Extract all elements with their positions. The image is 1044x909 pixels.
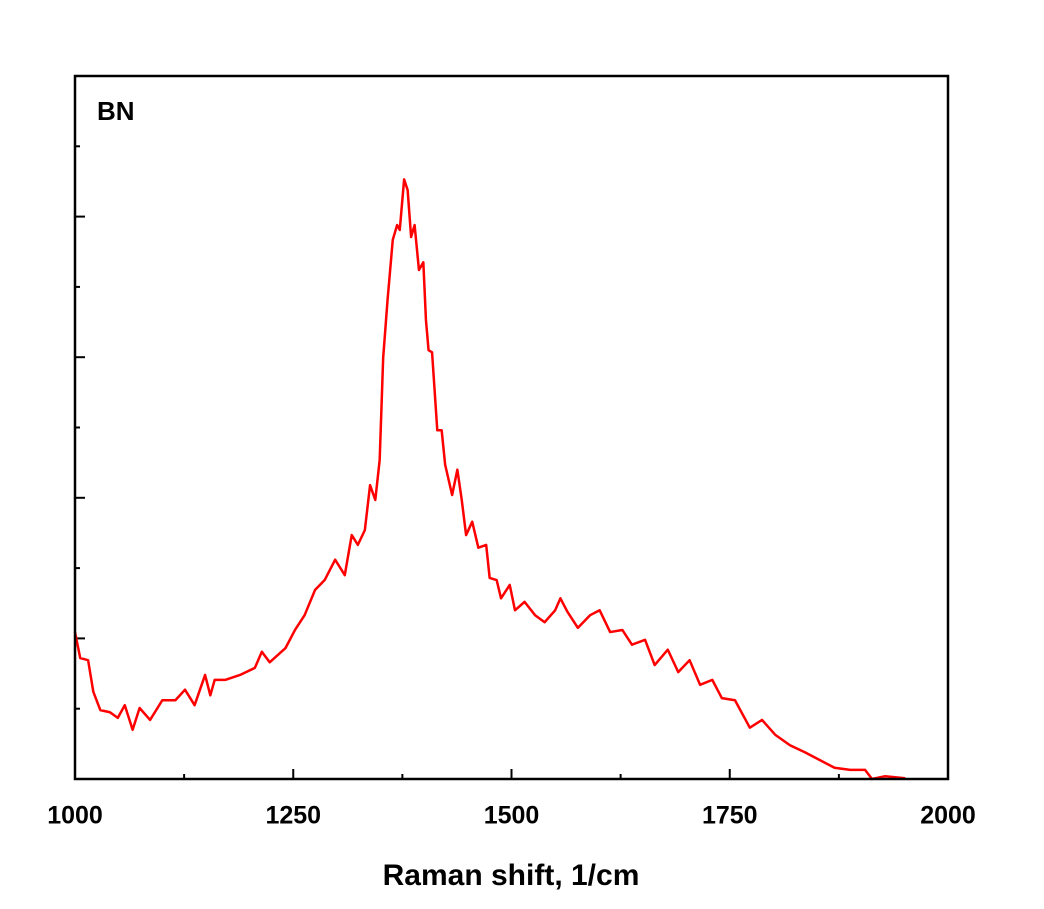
x-axis-label: Raman shift, 1/cm bbox=[383, 859, 640, 892]
x-tick-label: 2000 bbox=[920, 802, 976, 830]
annotation: BN bbox=[97, 96, 135, 126]
x-tick-label: 1750 bbox=[702, 802, 758, 830]
data-line bbox=[73, 178, 906, 781]
x-tick-label: 1000 bbox=[47, 802, 103, 830]
x-tick-label: 1250 bbox=[265, 802, 321, 830]
x-tick-label: 1500 bbox=[484, 802, 540, 830]
plot-frame bbox=[73, 74, 950, 781]
